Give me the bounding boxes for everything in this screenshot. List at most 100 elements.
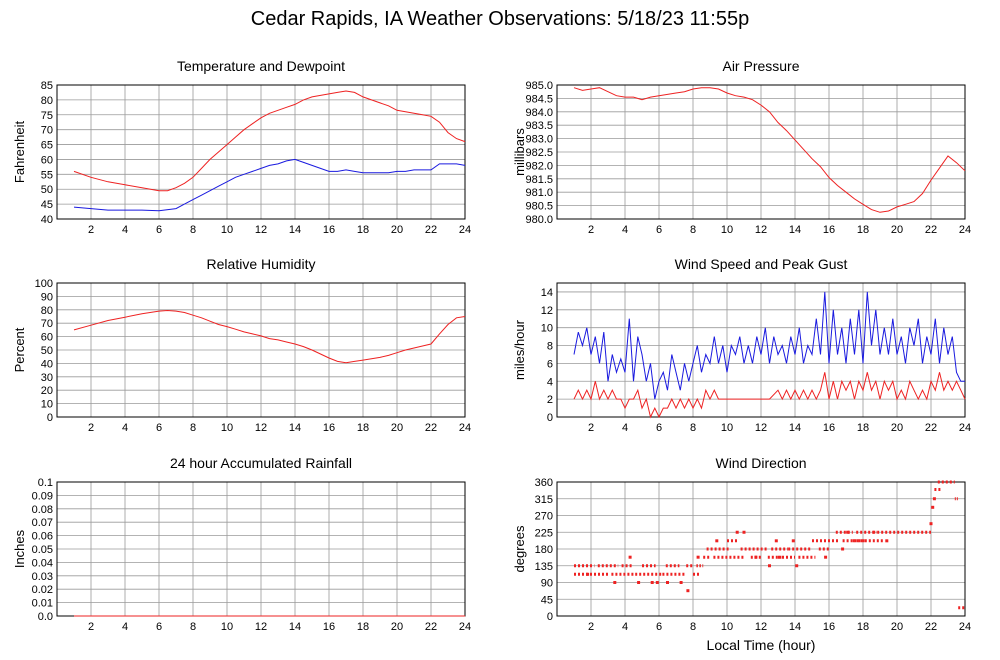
direction-point	[735, 530, 739, 534]
x-tick-label: 22	[925, 224, 937, 236]
x-tick-label: 18	[857, 621, 869, 633]
y-tick-label: 90	[41, 291, 53, 303]
y-tick-label: 90	[541, 578, 553, 590]
direction-point	[696, 555, 700, 559]
rain-chart: 2 4 6 8 10 12 14 16 18 20 22 240.00.010.020.030.040…	[12, 455, 471, 633]
direction-point	[742, 530, 746, 534]
series-line-red	[73, 309, 466, 364]
x-tick-label: 14	[789, 422, 801, 434]
x-tick-label: 10	[221, 224, 233, 236]
temp-chart: 2 4 6 8 10 12 14 16 18 20 22 2440455055606570758085…	[12, 58, 471, 236]
x-tick-label: 12	[755, 422, 767, 434]
y-tick-label: 20	[41, 385, 53, 397]
x-tick-label: 6	[156, 621, 162, 633]
direction-point	[931, 505, 935, 509]
x-tick-label: 20	[891, 621, 903, 633]
x-tick-label: 2	[88, 621, 94, 633]
y-tick-label: 0.01	[32, 598, 53, 610]
x-tick-label: 20	[891, 224, 903, 236]
y-tick-label: 60	[41, 154, 53, 166]
y-axis-label: Percent	[12, 327, 27, 372]
x-tick-label: 12	[255, 224, 267, 236]
series-line-blue	[73, 158, 466, 212]
y-tick-label: 135	[535, 561, 553, 573]
y-axis-label: miles/hour	[512, 319, 527, 380]
y-tick-label: 0.07	[32, 517, 53, 529]
y-tick-label: 981.0	[525, 187, 553, 199]
y-tick-label: 80	[41, 305, 53, 317]
y-tick-label: 10	[541, 323, 553, 335]
y-tick-label: 45	[41, 199, 53, 211]
x-tick-label: 10	[221, 621, 233, 633]
page-title: Cedar Rapids, IA Weather Observations: 5…	[250, 8, 750, 30]
x-tick-label: 8	[690, 422, 696, 434]
rh-chart: 2 4 6 8 10 12 14 16 18 20 22 2401020304050607080901…	[12, 256, 471, 434]
y-tick-label: 12	[541, 305, 553, 317]
x-tick-label: 8	[690, 621, 696, 633]
x-tick-label: 14	[789, 224, 801, 236]
direction-point	[841, 547, 845, 551]
y-tick-label: 14	[541, 287, 553, 299]
x-tick-label: 4	[622, 422, 628, 434]
y-tick-label: 100	[35, 278, 53, 290]
x-tick-label: 8	[690, 224, 696, 236]
y-tick-label: 980.5	[525, 201, 553, 213]
direction-point	[791, 539, 795, 543]
series-line-red	[573, 372, 966, 419]
y-tick-label: 40	[41, 358, 53, 370]
y-tick-label: 50	[41, 184, 53, 196]
direction-point	[666, 581, 669, 584]
y-tick-label: 8	[547, 341, 553, 353]
dir-chart: 2 4 6 8 10 12 14 16 18 20 22 2404590135180225270315…	[512, 455, 971, 653]
x-tick-label: 4	[622, 224, 628, 236]
direction-point	[650, 581, 654, 584]
y-tick-label: 180	[535, 544, 553, 556]
x-tick-label: 14	[789, 621, 801, 633]
y-tick-label: 65	[41, 140, 53, 152]
direction-point	[846, 530, 850, 534]
direction-point	[637, 581, 641, 584]
direction-point	[795, 564, 799, 568]
y-tick-label: 70	[41, 318, 53, 330]
plot-frame	[556, 481, 966, 617]
y-tick-label: 0.06	[32, 531, 53, 543]
plot-frame	[556, 84, 966, 220]
x-tick-label: 6	[156, 422, 162, 434]
x-tick-label: 10	[721, 224, 733, 236]
y-axis-label: degrees	[512, 525, 527, 572]
x-tick-label: 18	[357, 621, 369, 633]
x-tick-label: 16	[823, 422, 835, 434]
x-tick-label: 12	[255, 422, 267, 434]
x-tick-label: 6	[156, 224, 162, 236]
direction-point	[774, 539, 778, 543]
y-tick-label: 70	[41, 125, 53, 137]
plot-frame	[556, 282, 966, 418]
y-tick-label: 30	[41, 372, 53, 384]
x-tick-label: 16	[823, 224, 835, 236]
x-axis-label: Local Time (hour)	[707, 637, 816, 653]
y-tick-label: 0.02	[32, 584, 53, 596]
y-tick-label: 315	[535, 494, 553, 506]
x-tick-label: 20	[391, 621, 403, 633]
x-tick-label: 20	[891, 422, 903, 434]
x-tick-label: 4	[122, 224, 128, 236]
y-tick-label: 0.05	[32, 544, 53, 556]
x-tick-label: 18	[857, 224, 869, 236]
y-tick-label: 225	[535, 527, 553, 539]
chart-title: Wind Direction	[715, 455, 806, 471]
x-tick-label: 6	[656, 224, 662, 236]
y-tick-label: 0	[547, 412, 553, 424]
x-tick-label: 12	[755, 224, 767, 236]
direction-point	[768, 564, 771, 568]
x-tick-label: 10	[221, 422, 233, 434]
chart-title: Temperature and Dewpoint	[177, 58, 345, 74]
direction-point	[885, 539, 889, 543]
x-tick-label: 6	[656, 621, 662, 633]
x-tick-label: 10	[721, 621, 733, 633]
direction-point	[613, 581, 617, 584]
x-tick-label: 16	[323, 224, 335, 236]
x-tick-label: 12	[255, 621, 267, 633]
x-tick-label: 24	[959, 422, 971, 434]
